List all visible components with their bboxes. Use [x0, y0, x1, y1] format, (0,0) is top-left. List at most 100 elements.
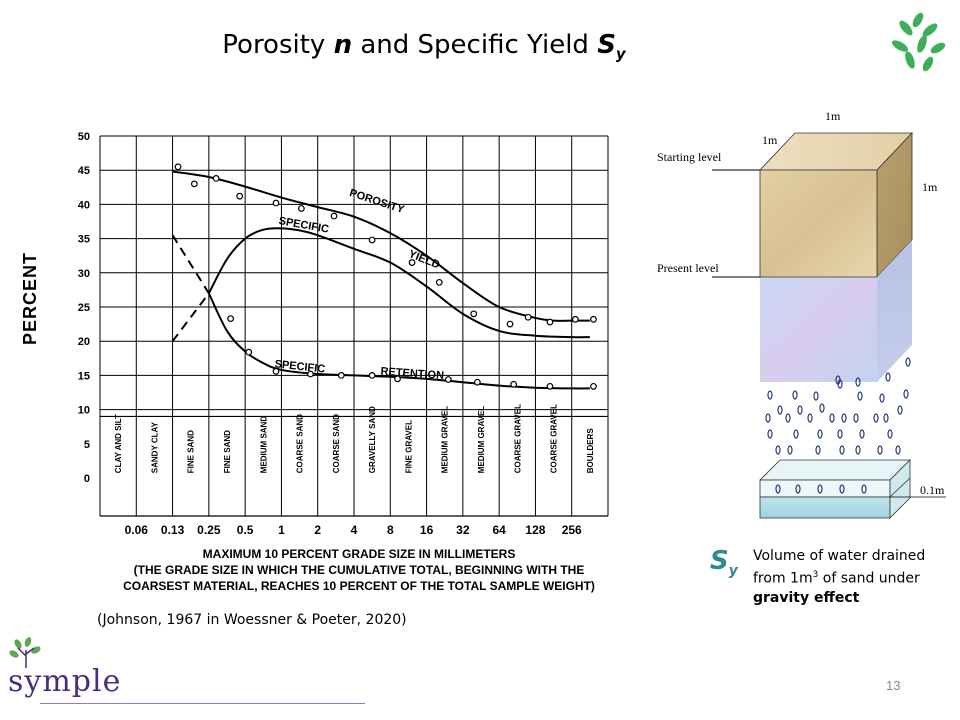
x-tick-label: 0.25 — [197, 523, 221, 537]
porosity-point — [368, 236, 376, 244]
y-tick-label: 45 — [78, 165, 90, 177]
specific-retention-point — [307, 370, 314, 378]
specific-retention-point — [337, 371, 345, 379]
x-axis-title-line-2: (THE GRADE SIZE IN WHICH THE CUMULATIVE … — [133, 563, 585, 577]
category-label: COARSE SAND — [332, 414, 341, 473]
porosity-label: POROSITY — [348, 187, 406, 216]
porosity-point — [408, 259, 416, 266]
y-tick-label: 35 — [78, 234, 90, 246]
category-label: MEDIUM SAND — [259, 416, 268, 474]
tray-height-label: 0.1m — [920, 483, 945, 497]
leaf-logo-icon — [891, 12, 946, 72]
specific-retention-point — [245, 348, 253, 356]
tray-water-front — [759, 496, 891, 519]
y-axis-title: PERCENT — [20, 251, 40, 345]
category-label: COARSE GRAVEL — [550, 404, 559, 473]
x-tick-label: 16 — [420, 523, 434, 537]
brand-tree-icon — [9, 637, 41, 668]
starting-level-label: Starting level — [657, 150, 722, 164]
slide-title: Porosity n and Specific Yield Sy — [222, 30, 626, 64]
porosity-point — [174, 163, 182, 171]
specific-retention-point — [444, 376, 452, 383]
page-number: 13 — [886, 678, 901, 693]
y-tick-label: 15 — [78, 370, 90, 382]
category-label: SANDY CLAY — [150, 421, 159, 473]
cube-side-wet — [877, 240, 912, 382]
porosity-point — [590, 315, 597, 323]
category-label: COARSE SAND — [296, 414, 305, 473]
category-label: BOULDERS — [586, 428, 595, 474]
x-tick-label: 128 — [525, 523, 545, 537]
present-level-label: Present level — [657, 261, 719, 275]
specific-retention-dashed-line — [171, 234, 210, 294]
specific-yield-dashed-line — [171, 292, 210, 342]
x-tick-label: 0.06 — [125, 523, 149, 537]
specific-retention-point — [272, 367, 280, 375]
y-tick-label: 50 — [78, 131, 90, 143]
y-tick-label: 25 — [78, 302, 90, 314]
x-tick-label: 2 — [314, 523, 321, 537]
category-label: GRAVELLY SAND — [368, 406, 377, 473]
y-tick-label: 30 — [78, 268, 90, 280]
porosity-point — [297, 205, 305, 212]
dimension-top-label: 1m — [825, 109, 841, 123]
specific-retention-point — [510, 380, 518, 388]
y-tick-label: 0 — [84, 473, 90, 485]
porosity-point — [435, 278, 443, 286]
specific-retention-point — [473, 378, 481, 386]
x-tick-label: 0.13 — [161, 523, 185, 537]
x-tick-label: 32 — [456, 523, 470, 537]
specific-yield-definition: Volume of water drained from 1m3 of sand… — [753, 548, 926, 606]
citation: (Johnson, 1967 in Woessner & Poeter, 202… — [97, 612, 407, 628]
specific-yield-label: YIELD — [407, 248, 442, 271]
y-tick-label: 5 — [84, 439, 90, 451]
x-tick-label: 64 — [492, 523, 506, 537]
y-tick-label: 20 — [78, 336, 90, 348]
specific-retention-point — [227, 315, 235, 323]
drainage-diagram — [712, 131, 946, 519]
porosity-point — [212, 175, 220, 182]
porosity-point — [330, 212, 338, 220]
specific-yield-symbol: Sy — [710, 546, 738, 580]
porosity-point — [506, 320, 514, 328]
x-tick-label: 256 — [562, 523, 582, 537]
brand-logo: symple — [8, 664, 122, 699]
porosity-point — [571, 315, 579, 323]
category-label: MEDIUM GRAVEL — [477, 406, 486, 474]
cube-front-dry — [760, 170, 877, 277]
x-axis-title-line-1: MAXIMUM 10 PERCENT GRADE SIZE IN MILLIME… — [202, 547, 516, 561]
category-label: MEDIUM GRAVEL — [441, 406, 450, 474]
porosity-point — [524, 313, 532, 321]
specific-retention-point — [590, 382, 597, 390]
x-axis-title: MAXIMUM 10 PERCENT GRADE SIZE IN MILLIME… — [94, 546, 624, 594]
specific-yield-line — [207, 227, 590, 339]
x-axis-title-line-3: COARSEST MATERIAL, REACHES 10 PERCENT OF… — [123, 579, 595, 593]
specific-retention-point — [546, 382, 554, 390]
cube-front-wet — [760, 277, 877, 382]
porosity-point — [546, 318, 554, 326]
category-label: FINE SAND — [223, 430, 232, 473]
specific-retention-point — [368, 371, 376, 379]
category-label: CLAY AND SILT — [114, 414, 123, 473]
porosity-point — [190, 180, 198, 188]
category-label: FINE SAND — [187, 430, 196, 473]
porosity-point — [236, 192, 244, 200]
category-label: COARSE GRAVEL — [513, 404, 522, 473]
x-tick-label: 1 — [278, 523, 285, 537]
porosity-line — [172, 170, 590, 322]
footer-line — [40, 703, 365, 704]
specific-yield-label: SPECIFIC — [278, 215, 330, 236]
specific-retention-label: SPECIFIC — [274, 358, 326, 375]
tray-side — [889, 459, 911, 519]
specific-retention-point — [394, 375, 401, 383]
porosity-point — [470, 310, 478, 318]
dimension-side-label: 1m — [922, 180, 938, 194]
x-tick-label: 8 — [387, 523, 394, 537]
specific-retention-label: RETENTION — [380, 366, 444, 382]
category-label: FINE GRAVEL — [404, 420, 413, 473]
porosity-point — [272, 199, 280, 207]
y-tick-label: 10 — [78, 405, 90, 417]
y-tick-label: 40 — [78, 199, 90, 211]
tray-top — [759, 459, 911, 481]
